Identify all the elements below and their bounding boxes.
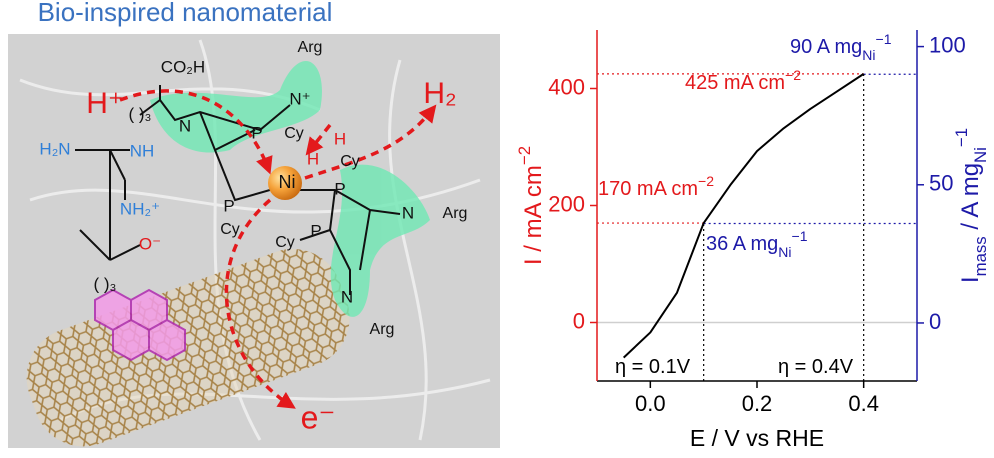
y2-axis-title-part: / A mg	[957, 163, 984, 236]
y-axis-title: I / mA cm−2	[515, 146, 547, 265]
ni-atom	[268, 166, 302, 200]
x-tick-label: 0.2	[742, 391, 773, 416]
y2-axis-title-part: I	[957, 276, 984, 283]
diagram-label: Cy	[220, 221, 240, 238]
annotation-part: 425 mA cm	[685, 72, 785, 94]
annotation-part: 36 A mg	[706, 233, 778, 255]
diagram-label: Cy	[284, 125, 304, 142]
diagram-label: H	[307, 149, 319, 168]
y-axis-title-part: I / mA cm	[520, 165, 547, 265]
y2-tick-label: 50	[929, 171, 953, 196]
y2-axis-title-part: Ni	[971, 147, 990, 163]
annotation: 36 A mgNi−1	[706, 228, 808, 260]
diagram-label: O⁻	[139, 234, 161, 253]
annotation: 425 mA cm−2	[685, 67, 801, 95]
nanotube	[26, 248, 350, 447]
annotation: 170 mA cm−2	[598, 173, 714, 201]
annotation-part: Ni	[862, 47, 875, 63]
diagram-label: H⁺	[86, 87, 124, 120]
x-axis-title-part: E / V vs RHE	[690, 425, 824, 451]
pyrene	[94, 288, 186, 362]
diagram-label: N	[179, 116, 191, 135]
diagram-label: Arg	[370, 321, 395, 338]
y2-tick-label: 0	[929, 309, 941, 334]
annotation: η = 0.1V	[615, 356, 691, 378]
annotation-part: −2	[785, 67, 801, 83]
diagram-label: ( )₃	[129, 104, 152, 123]
diagram-label: Arg	[443, 205, 468, 222]
bonds	[75, 85, 401, 295]
diagram-label: P	[251, 123, 262, 142]
diagram-label: H₂N	[39, 139, 70, 158]
annotation-part: −2	[698, 173, 714, 189]
annotation-part: −1	[792, 228, 808, 244]
diagram-label: ( )₃	[94, 274, 117, 293]
diagram-label: Cy	[340, 153, 360, 170]
annotation: 90 A mgNi−1	[790, 31, 892, 63]
y2-axis-title: Imass / A mgNi−1	[952, 128, 990, 283]
x-axis-title: E / V vs RHE	[690, 425, 824, 451]
diagram-label: NH₂⁺	[120, 199, 160, 218]
diagram-panel: Bio-inspired nanomaterial	[8, 0, 500, 448]
annotation-part: 90 A mg	[790, 36, 862, 58]
arrows	[119, 89, 437, 409]
diagram-title: Bio-inspired nanomaterial	[38, 0, 333, 27]
diagram-label: Cy	[275, 234, 295, 251]
x-tick-label: 0.0	[635, 391, 666, 416]
annotation-part: Ni	[778, 244, 791, 260]
diagram-label: e⁻	[301, 399, 336, 435]
diagram-label: H	[334, 129, 346, 148]
y-axis-title-part: −2	[515, 146, 534, 165]
y-tick-label: 400	[548, 74, 585, 99]
diagram-label: N	[402, 203, 414, 222]
data-line	[622, 73, 865, 359]
diagram-label: N	[341, 287, 353, 306]
y2-axis-title-part: mass	[971, 236, 990, 276]
diagram-label: Ni	[279, 172, 296, 192]
annotation-part: −1	[876, 31, 892, 47]
y-tick-label: 0	[573, 308, 585, 333]
y-tick-label: 200	[548, 191, 585, 216]
diagram-label: P	[334, 179, 345, 198]
diagram-label: NH	[130, 141, 155, 160]
x-tick-label: 0.4	[848, 391, 879, 416]
diagram-label: P	[223, 196, 234, 215]
diagram-label: CO₂H	[161, 57, 205, 76]
y2-tick-label: 100	[929, 32, 966, 57]
diagram-label: N⁺	[289, 89, 310, 108]
annotation-part: η = 0.4V	[778, 356, 854, 378]
diagram-label: Arg	[298, 39, 323, 56]
annotation-part: η = 0.1V	[615, 356, 691, 378]
diagram-label: H₂	[423, 77, 456, 110]
diagram-label: P	[310, 221, 321, 240]
annotation-part: 170 mA cm	[598, 178, 698, 200]
y2-axis-title-part: −1	[952, 128, 971, 147]
annotation: η = 0.4V	[778, 356, 854, 378]
